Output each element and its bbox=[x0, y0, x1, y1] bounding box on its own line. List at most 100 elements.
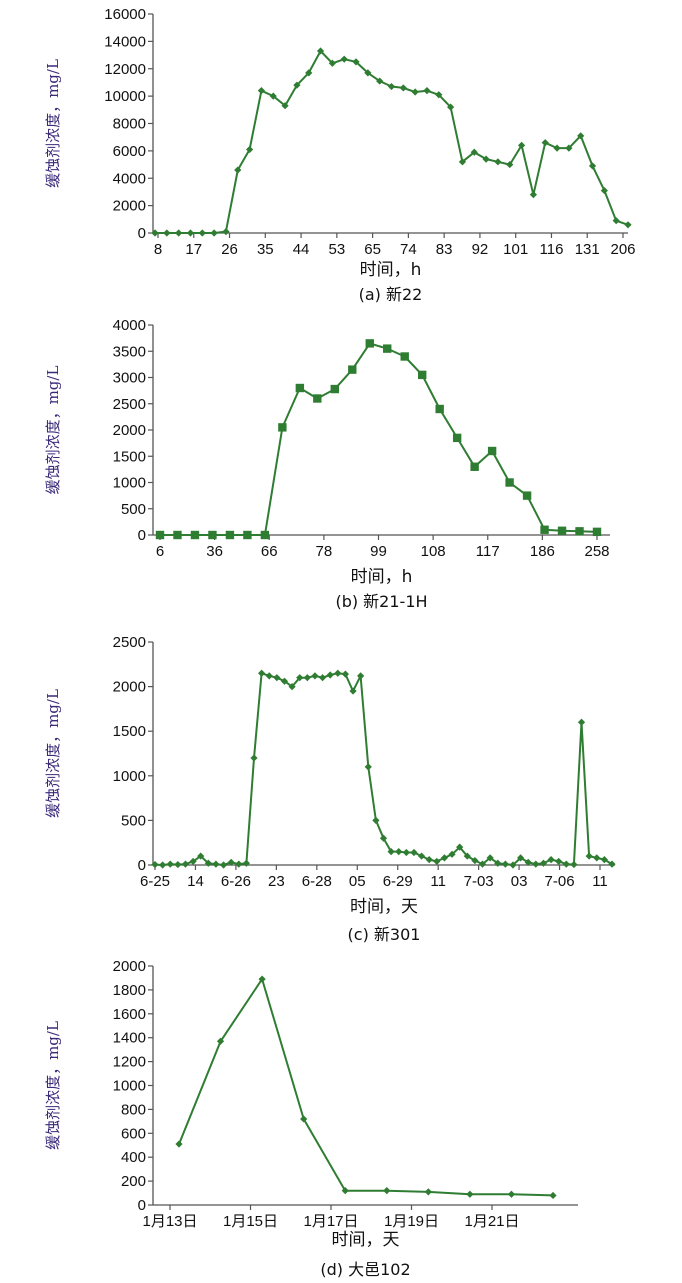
x-tick-label: 11 bbox=[430, 873, 446, 890]
data-point bbox=[210, 229, 218, 237]
chart-panel-3: 0 200 400 600 800 1000 1200 1400 1600 1800 2000 1月1… bbox=[44, 958, 578, 1279]
data-point bbox=[318, 674, 327, 682]
data-point bbox=[612, 217, 620, 225]
data-point bbox=[186, 229, 195, 237]
data-point bbox=[562, 860, 570, 868]
data-point bbox=[300, 1115, 308, 1123]
data-point bbox=[340, 55, 348, 63]
data-point bbox=[269, 92, 277, 100]
data-point bbox=[529, 191, 537, 199]
data-point bbox=[334, 669, 342, 677]
data-point bbox=[328, 59, 336, 67]
data-point bbox=[456, 843, 464, 851]
data-point bbox=[174, 860, 182, 869]
data-point bbox=[235, 860, 243, 868]
x-tick-label: 116 bbox=[540, 241, 564, 258]
data-point bbox=[509, 861, 517, 869]
data-point bbox=[219, 861, 228, 869]
data-point bbox=[166, 860, 174, 868]
data-point bbox=[257, 87, 266, 95]
data-point bbox=[487, 446, 497, 456]
x-axis-label: 时间，天 bbox=[350, 897, 418, 917]
data-point bbox=[466, 1190, 474, 1198]
x-axis-label: 时间，h bbox=[360, 260, 422, 280]
data-point bbox=[376, 77, 384, 85]
data-point bbox=[316, 47, 325, 55]
data-point bbox=[365, 339, 374, 348]
data-point bbox=[216, 1037, 225, 1045]
data-point bbox=[532, 860, 540, 868]
chart-caption: (d) 大邑102 bbox=[320, 1260, 410, 1279]
y-tick-label: 2000 bbox=[113, 198, 146, 215]
y-axis-label: 缓蚀剂浓度，mg/L bbox=[44, 59, 62, 188]
data-point bbox=[506, 160, 514, 169]
data-point bbox=[349, 687, 357, 695]
series-line bbox=[160, 342, 598, 536]
y-tick-label: 400 bbox=[121, 1149, 146, 1166]
data-point bbox=[293, 81, 301, 89]
data-point bbox=[212, 860, 220, 868]
y-tick-label: 4000 bbox=[113, 317, 146, 334]
data-point bbox=[225, 530, 235, 540]
y-tick-label: 14000 bbox=[104, 33, 146, 50]
data-point bbox=[278, 423, 287, 432]
data-point bbox=[189, 857, 197, 866]
data-point bbox=[411, 88, 419, 96]
x-tick-label: 1月13日 bbox=[142, 1213, 197, 1230]
y-axis-label: 缓蚀剂浓度，mg/L bbox=[44, 1021, 62, 1150]
data-point bbox=[190, 530, 200, 540]
x-tick-label: 03 bbox=[511, 873, 528, 890]
y-tick-label: 0 bbox=[138, 857, 146, 874]
data-point bbox=[175, 229, 183, 237]
data-point bbox=[402, 848, 410, 857]
y-tick-label: 0 bbox=[138, 225, 146, 242]
x-tick-label: 6 bbox=[156, 543, 164, 560]
y-tick-label: 16000 bbox=[104, 6, 146, 23]
data-point bbox=[593, 854, 601, 862]
x-tick-label: 108 bbox=[421, 543, 446, 560]
x-tick-label: 258 bbox=[584, 543, 609, 560]
data-point bbox=[151, 229, 159, 237]
x-tick-label: 74 bbox=[400, 241, 417, 258]
chart-panel-1: 0 500 1000 1500 2000 2500 3000 3500 4000 6 36 66 78 9… bbox=[44, 317, 610, 611]
y-tick-label: 2000 bbox=[113, 679, 146, 696]
data-point bbox=[313, 394, 322, 403]
x-tick-label: 78 bbox=[316, 543, 333, 560]
data-point bbox=[399, 84, 407, 92]
data-point bbox=[539, 859, 548, 867]
x-tick-label: 7-03 bbox=[464, 873, 494, 890]
data-point bbox=[341, 1187, 349, 1195]
data-point bbox=[565, 144, 573, 152]
x-tick-label: 186 bbox=[530, 543, 555, 560]
x-axis-label: 时间，天 bbox=[332, 1230, 400, 1250]
y-tick-label: 1600 bbox=[113, 1006, 146, 1023]
data-point bbox=[281, 102, 289, 110]
data-point bbox=[435, 404, 444, 414]
data-point bbox=[303, 674, 311, 682]
y-tick-label: 1200 bbox=[113, 1054, 146, 1071]
data-point bbox=[163, 229, 171, 237]
data-point bbox=[463, 852, 471, 860]
data-point bbox=[330, 384, 339, 394]
data-point bbox=[557, 526, 567, 535]
y-tick-label: 0 bbox=[138, 1197, 146, 1214]
data-point bbox=[372, 816, 380, 824]
x-tick-label: 1月15日 bbox=[223, 1213, 278, 1230]
chart-caption: (a) 新22 bbox=[359, 285, 423, 304]
data-point bbox=[517, 141, 526, 149]
data-point bbox=[400, 352, 409, 361]
data-point bbox=[258, 669, 266, 677]
x-tick-label: 92 bbox=[472, 241, 489, 258]
x-axis-label: 时间，h bbox=[351, 567, 413, 587]
data-point bbox=[227, 858, 235, 866]
data-point bbox=[352, 58, 360, 66]
x-tick-label: 14 bbox=[187, 873, 204, 890]
data-point bbox=[624, 221, 632, 229]
y-tick-label: 2000 bbox=[113, 422, 146, 439]
data-point bbox=[155, 530, 165, 540]
y-tick-label: 2000 bbox=[113, 958, 146, 975]
x-tick-label: 26 bbox=[221, 241, 238, 258]
data-point bbox=[341, 670, 350, 678]
data-point bbox=[197, 852, 205, 860]
data-point bbox=[387, 82, 396, 91]
